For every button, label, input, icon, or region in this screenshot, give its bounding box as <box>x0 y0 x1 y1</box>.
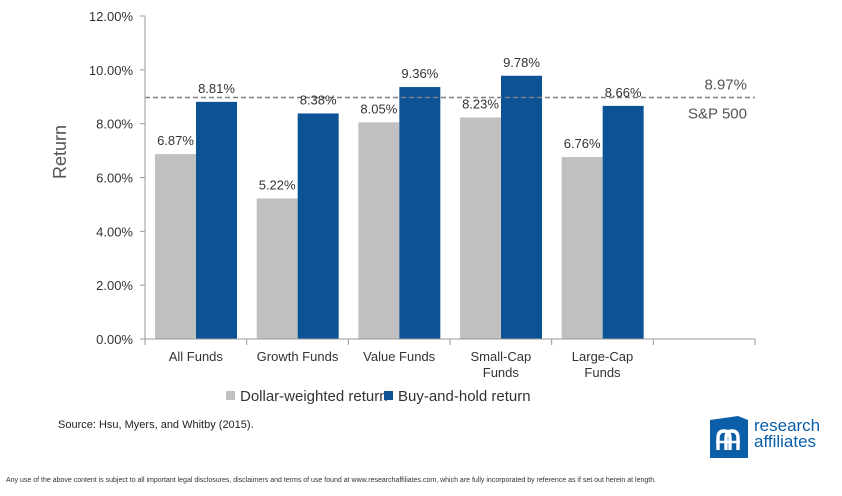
category-label: Large-Cap <box>572 349 633 364</box>
data-label: 6.87% <box>157 133 194 148</box>
bar-buy-and-hold <box>501 75 542 339</box>
legend-label: Dollar-weighted return <box>240 388 388 405</box>
data-label: 6.76% <box>564 136 601 151</box>
legend: Dollar-weighted return Buy-and-hold retur… <box>226 388 531 405</box>
logo-line-1: research <box>754 416 821 435</box>
sp500-reference: 8.97% S&P 500 <box>145 77 755 123</box>
y-tick-label: 2.00% <box>96 278 133 293</box>
bar-dollar-weighted <box>460 117 501 339</box>
data-label: 9.78% <box>503 55 540 70</box>
category-labels: All Funds Growth Funds Value Funds Small-Ca… <box>169 349 633 380</box>
bar-buy-and-hold <box>399 87 441 339</box>
legend-swatch <box>384 391 393 400</box>
bar-dollar-weighted <box>561 157 603 339</box>
logo-wordmark: research affiliates <box>754 416 821 451</box>
logo-mark-icon <box>710 416 748 458</box>
bar-buy-and-hold <box>602 105 644 339</box>
sp500-label: S&P 500 <box>688 106 747 123</box>
data-label: 8.66% <box>605 85 642 100</box>
data-label: 9.36% <box>401 66 438 81</box>
bars <box>155 75 644 340</box>
logo-line-2: affiliates <box>754 432 817 451</box>
sp500-value-label: 8.97% <box>704 77 747 94</box>
y-tick-label: 0.00% <box>96 332 133 347</box>
y-tick-label: 10.00% <box>89 63 134 78</box>
category-label: Small-Cap <box>470 349 531 364</box>
data-label: 8.38% <box>300 92 337 107</box>
y-tick-label: 12.00% <box>89 9 134 24</box>
bar-buy-and-hold <box>196 101 237 339</box>
y-tick-label: 4.00% <box>96 224 133 239</box>
legend-swatch <box>226 391 235 400</box>
data-label: 8.23% <box>462 96 499 111</box>
y-tick-label: 8.00% <box>96 117 133 132</box>
y-axis-ticks: 0.00% 2.00% 4.00% 6.00% 8.00% 10.00% 12.00% <box>89 9 145 347</box>
category-label: Funds <box>483 365 520 380</box>
category-label: Value Funds <box>363 349 436 364</box>
legend-label: Buy-and-hold return <box>398 388 531 405</box>
data-label: 5.22% <box>259 177 296 192</box>
research-affiliates-logo: research affiliates <box>708 414 834 460</box>
bar-buy-and-hold <box>297 113 339 340</box>
category-label: Funds <box>584 365 621 380</box>
bar-dollar-weighted <box>358 122 400 339</box>
axes <box>144 16 756 345</box>
bar-dollar-weighted <box>256 198 298 339</box>
category-label: All Funds <box>169 349 224 364</box>
y-axis-title: Return <box>50 125 70 179</box>
bar-dollar-weighted <box>155 154 196 339</box>
data-labels: 6.87% 8.81% 5.22% 8.38% 8.05% 9.36% 8.23% 9.78%… <box>157 55 642 193</box>
source-note: Source: Hsu, Myers, and Whitby (2015). <box>58 419 254 431</box>
data-label: 8.05% <box>360 101 397 116</box>
legal-disclaimer: Any use of the above content is subject … <box>6 477 657 484</box>
y-tick-label: 6.00% <box>96 171 133 186</box>
data-label: 8.81% <box>198 81 235 96</box>
category-label: Growth Funds <box>257 349 339 364</box>
